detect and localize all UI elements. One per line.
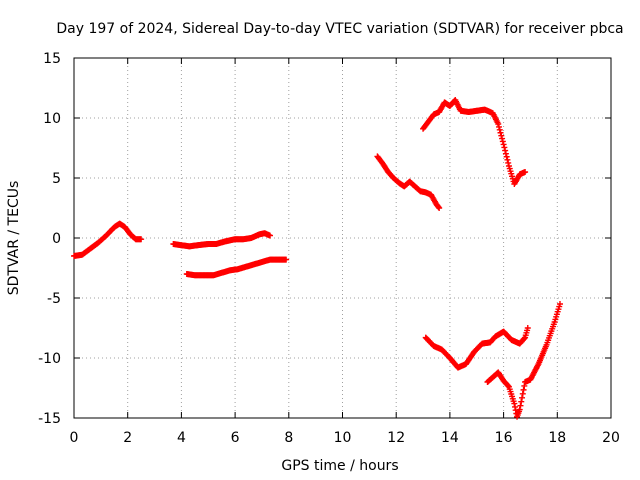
x-tick-label: 8 bbox=[284, 430, 293, 446]
data-point bbox=[495, 123, 502, 130]
x-tick-label: 2 bbox=[123, 430, 132, 446]
x-tick-label: 4 bbox=[177, 430, 186, 446]
data-point bbox=[495, 121, 502, 127]
tick-layer: 0 2 4 6 8 10 12 14 16 18 20 -15 -10 -5 0 5 10 15 bbox=[38, 51, 620, 446]
data-point bbox=[522, 169, 529, 175]
data-point bbox=[521, 382, 528, 389]
x-tick-label: 12 bbox=[387, 430, 405, 446]
data-point bbox=[267, 232, 274, 239]
y-tick-label: 0 bbox=[52, 231, 61, 247]
data-point bbox=[496, 126, 503, 133]
series-segment-2 bbox=[170, 230, 274, 250]
series-segment-4 bbox=[374, 153, 443, 211]
data-point bbox=[524, 325, 531, 331]
data-point bbox=[499, 135, 506, 142]
data-point bbox=[497, 129, 504, 136]
data-point bbox=[505, 382, 512, 389]
x-tick-label: 6 bbox=[231, 430, 240, 446]
x-tick-label: 0 bbox=[70, 430, 79, 446]
y-tick-label: 15 bbox=[43, 51, 61, 67]
data-point bbox=[518, 398, 525, 405]
y-tick-label: -5 bbox=[47, 291, 61, 307]
series-segment-3 bbox=[183, 256, 290, 279]
data-point bbox=[517, 402, 524, 409]
x-tick-label: 16 bbox=[495, 430, 513, 446]
x-tick-label: 18 bbox=[548, 430, 566, 446]
data-point bbox=[498, 132, 505, 139]
series-segment-6 bbox=[422, 325, 531, 371]
x-tick-label: 14 bbox=[441, 430, 459, 446]
data-point bbox=[556, 301, 563, 307]
y-tick-label: -15 bbox=[38, 411, 61, 427]
data-point bbox=[520, 386, 527, 393]
data-point bbox=[501, 144, 508, 151]
grid-layer bbox=[74, 58, 611, 418]
data-point bbox=[505, 159, 512, 166]
y-tick-label: 5 bbox=[52, 171, 61, 187]
data-point bbox=[499, 138, 506, 145]
data-point bbox=[519, 390, 526, 397]
series-segment-1 bbox=[71, 220, 145, 259]
chart-title: Day 197 of 2024, Sidereal Day-to-day VTE… bbox=[56, 21, 623, 37]
x-tick-label: 10 bbox=[334, 430, 352, 446]
y-tick-label: 10 bbox=[43, 111, 61, 127]
data-point bbox=[502, 147, 509, 154]
y-tick-label: -10 bbox=[38, 351, 61, 367]
y-axis-title: SDTVAR / TECUs bbox=[6, 181, 22, 296]
data-point bbox=[283, 256, 290, 263]
x-axis-title: GPS time / hours bbox=[281, 458, 398, 474]
data-layer bbox=[71, 97, 563, 420]
data-point bbox=[504, 156, 511, 163]
data-point bbox=[519, 394, 526, 401]
data-point bbox=[436, 205, 443, 211]
data-point bbox=[138, 236, 145, 243]
data-point bbox=[500, 141, 507, 148]
data-point bbox=[516, 406, 523, 413]
x-tick-label: 20 bbox=[602, 430, 620, 446]
data-point bbox=[503, 153, 510, 160]
series-segment-5 bbox=[420, 97, 529, 187]
data-point bbox=[502, 150, 509, 157]
series-segment-7 bbox=[484, 301, 563, 420]
data-point bbox=[521, 335, 528, 342]
